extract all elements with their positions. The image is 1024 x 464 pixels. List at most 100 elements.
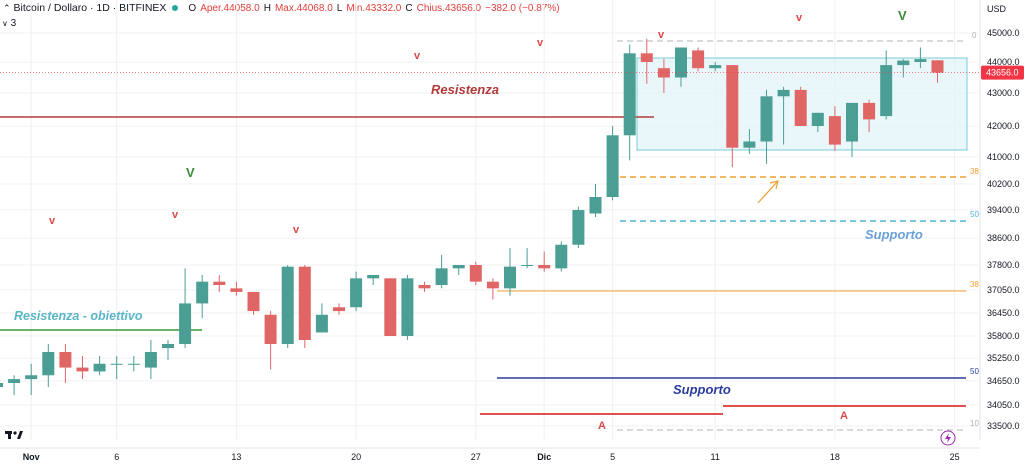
resistance-label: Resistenza	[431, 82, 499, 97]
collapse-chevron-icon[interactable]: ⌃	[3, 2, 11, 13]
candle-body	[863, 102, 876, 120]
marker-A: A	[840, 410, 848, 422]
candle-body	[914, 59, 927, 62]
price-tick-label: 36450.0	[987, 308, 1020, 318]
candle-body	[572, 210, 585, 245]
candle-body	[367, 275, 380, 279]
fib-38-lower-tag: 38	[970, 280, 979, 289]
marker-V: V	[186, 165, 195, 180]
candle-body	[8, 379, 21, 383]
time-tick-label: 13	[231, 452, 241, 462]
price-tick-label: 35800.0	[987, 331, 1020, 341]
close-value: Chius.43656.0	[416, 2, 482, 14]
candle-body	[179, 303, 192, 344]
candle-body	[846, 102, 858, 142]
marker-V: V	[898, 8, 907, 23]
candle-body	[0, 383, 3, 387]
candle-body	[469, 265, 482, 282]
candle-body	[675, 47, 687, 78]
price-tick-label: 40200.0	[987, 179, 1020, 189]
marker-v: v	[172, 209, 179, 221]
price-tick-label: 45000.0	[987, 28, 1020, 38]
price-tick-label: 38600.0	[987, 233, 1020, 243]
candle-body	[435, 268, 448, 285]
time-tick-label: Nov	[23, 452, 40, 462]
chevron-down-icon: ∨	[2, 19, 8, 28]
high-label: H	[263, 2, 271, 14]
resistance-target-label: Resistenza - obiettivo	[14, 309, 143, 323]
marker-A: A	[598, 420, 606, 432]
time-axis[interactable]: Nov 6 13 20 27 Dic 5 11 18 25	[0, 430, 980, 462]
fib-100-tag: 10	[970, 419, 979, 428]
candle-body	[606, 135, 619, 197]
time-tick-label: 27	[471, 452, 481, 462]
price-tick-label: 33500.0	[987, 421, 1020, 431]
marker-v: v	[537, 37, 544, 49]
support-lower-label: Supporto	[673, 382, 731, 397]
time-tick-label: 25	[950, 452, 960, 462]
currency-label: USD	[987, 4, 1007, 14]
candle-body	[897, 60, 910, 66]
indicator-count: 3	[10, 18, 17, 29]
arrow-shaft	[757, 181, 778, 204]
candle-body	[777, 89, 790, 97]
candle-body	[315, 314, 328, 333]
candle-body	[555, 244, 568, 269]
market-status-dot	[172, 5, 179, 11]
price-tick-label: 42000.0	[987, 121, 1020, 131]
candle-body	[230, 288, 243, 292]
price-tick-label: 37800.0	[987, 260, 1020, 270]
open-value: Aper.44058.0	[200, 2, 260, 14]
candle-body	[640, 53, 653, 62]
symbol-title[interactable]: Bitcoin / Dollaro · 1D · BITFINEX	[13, 2, 167, 14]
price-tick-label: 39400.0	[987, 205, 1020, 215]
candle-body	[59, 352, 72, 368]
time-tick-label: 6	[114, 452, 119, 462]
chart-header: ⌃ Bitcoin / Dollaro · 1D · BITFINEX O Ap…	[0, 0, 560, 16]
candle-body	[452, 265, 465, 269]
candle-body	[880, 65, 893, 117]
candle-body	[144, 352, 157, 368]
price-tick-label: 35250.0	[987, 353, 1020, 363]
price-tick-label: 43000.0	[987, 88, 1020, 98]
candle-body	[521, 265, 534, 266]
candle-body	[76, 367, 89, 372]
candle-body	[264, 314, 277, 344]
candle-body	[247, 291, 260, 312]
fib-38-upper-tag: 38	[970, 167, 979, 176]
logo-slash	[17, 431, 23, 439]
marker-v: v	[796, 12, 803, 24]
candle-body	[93, 363, 106, 372]
lightning-bolt	[945, 433, 951, 443]
candle-body	[196, 281, 209, 304]
time-tick-label: 20	[351, 452, 361, 462]
last-price-badge	[981, 65, 1024, 80]
time-tick-label: 5	[610, 452, 615, 462]
indicator-toggle[interactable]: ∨ 3	[2, 18, 16, 29]
candle-body	[709, 65, 722, 69]
candle-body	[350, 278, 363, 308]
candle-body	[692, 50, 705, 69]
candle-body	[42, 352, 55, 376]
last-price-label: 43656.0	[986, 68, 1019, 78]
candle-body	[486, 281, 499, 289]
time-tick-label: Dic	[537, 452, 551, 462]
candle-body	[213, 281, 226, 285]
marker-v: v	[414, 50, 421, 62]
high-value: Max.44068.0	[274, 2, 333, 14]
arrow-head-icon	[769, 180, 779, 190]
candle-body	[401, 278, 414, 336]
time-tick-label: 18	[830, 452, 840, 462]
candle-body	[811, 112, 824, 126]
candle-body	[281, 266, 294, 344]
close-label: C	[405, 2, 413, 14]
change-value: −382.0 (−0.87%)	[485, 2, 560, 14]
price-tick-label: 34050.0	[987, 400, 1020, 410]
fib-50-lower-tag: 50	[970, 367, 979, 376]
candle-body	[589, 197, 602, 214]
open-label: O	[188, 2, 197, 14]
candle-body	[828, 116, 841, 145]
candles	[0, 38, 944, 395]
